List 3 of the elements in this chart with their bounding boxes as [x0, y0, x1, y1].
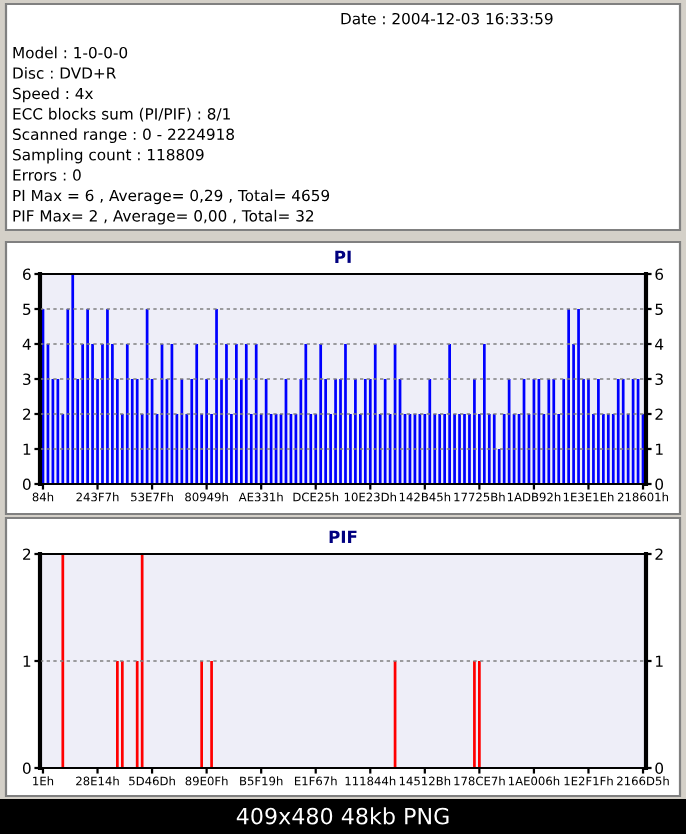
chart-title: PI: [335, 250, 351, 263]
text: 409x480 48kb PNG: [236, 807, 449, 825]
chart-title: PIF: [329, 530, 357, 543]
